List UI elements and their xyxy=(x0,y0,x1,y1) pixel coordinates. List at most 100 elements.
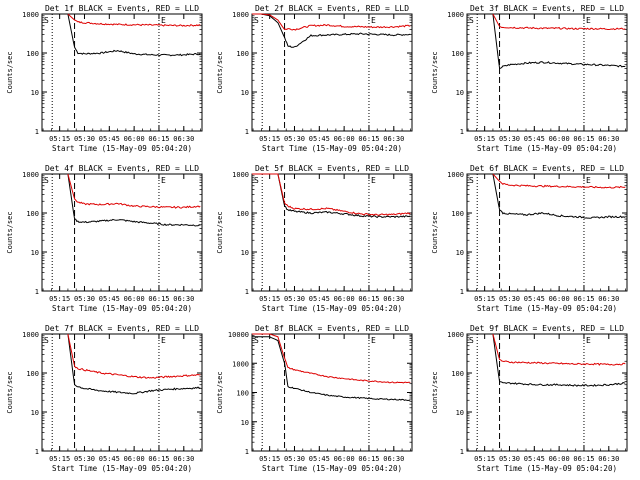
y-tick-label: 1000 xyxy=(22,331,39,339)
y-tick-label: 1 xyxy=(460,128,464,136)
start-corner-label: S xyxy=(44,336,49,345)
x-tick-label: 06:15 xyxy=(148,135,169,143)
x-tick-label: 05:45 xyxy=(524,295,545,303)
y-tick-label: 1 xyxy=(35,448,39,456)
x-tick-label: 06:30 xyxy=(173,295,194,303)
x-tick-label: 05:30 xyxy=(74,135,95,143)
panel-title: Det 6f BLACK = Events, RED = LLD xyxy=(470,164,624,173)
y-tick-label: 1 xyxy=(35,128,39,136)
end-corner-label: E xyxy=(161,176,166,185)
series-line-events xyxy=(492,333,626,387)
y-tick-label: 100 xyxy=(26,210,39,218)
y-tick-label: 10000 xyxy=(228,331,249,339)
y-axis-label: Counts/sec xyxy=(6,51,14,93)
start-corner-label: S xyxy=(469,16,474,25)
series-line-lld xyxy=(492,333,626,366)
y-tick-label: 100 xyxy=(26,370,39,378)
y-axis-label: Counts/sec xyxy=(431,51,439,93)
end-corner-label: E xyxy=(371,336,376,345)
y-axis-label: Counts/sec xyxy=(6,211,14,253)
x-tick-label: 06:00 xyxy=(334,295,355,303)
x-tick-label: 06:00 xyxy=(549,135,570,143)
y-tick-label: 10 xyxy=(241,89,249,97)
y-tick-label: 1 xyxy=(245,448,249,456)
detector-panel-8: Det 8f BLACK = Events, RED = LLD 1 10 100 10… xyxy=(216,324,413,473)
x-tick-label: 05:15 xyxy=(49,455,70,463)
x-tick-label: 06:15 xyxy=(358,455,379,463)
panel-frame xyxy=(41,333,203,452)
x-tick-label: 06:15 xyxy=(148,455,169,463)
y-tick-label: 10 xyxy=(241,249,249,257)
x-tick-label: 05:15 xyxy=(259,455,280,463)
y-tick-label: 1000 xyxy=(447,171,464,179)
panel-title: Det 5f BLACK = Events, RED = LLD xyxy=(255,164,409,173)
x-tick-label: 05:30 xyxy=(499,295,520,303)
x-tick-label: 06:15 xyxy=(573,455,594,463)
series-line-events xyxy=(67,13,201,57)
y-axis-label: Counts/sec xyxy=(6,371,14,413)
end-corner-label: E xyxy=(371,176,376,185)
x-tick-label: 06:00 xyxy=(334,135,355,143)
y-tick-label: 10 xyxy=(456,409,464,417)
detector-panel-3: Det 3f BLACK = Events, RED = LLD 1 10 100 10… xyxy=(431,4,628,153)
x-axis-label: Start Time (15-May-09 05:04:20) xyxy=(477,464,617,473)
detector-panel-6: Det 6f BLACK = Events, RED = LLD 1 10 100 10… xyxy=(431,164,628,313)
y-tick-label: 100 xyxy=(236,50,249,58)
panel-frame xyxy=(251,173,413,292)
y-tick-label: 1000 xyxy=(232,360,249,368)
y-tick-label: 1 xyxy=(460,288,464,296)
x-tick-label: 05:45 xyxy=(99,135,120,143)
x-tick-label: 05:45 xyxy=(524,455,545,463)
x-tick-label: 05:15 xyxy=(474,295,495,303)
y-tick-label: 10 xyxy=(31,89,39,97)
detector-panel-4: Det 4f BLACK = Events, RED = LLD 1 10 100 10… xyxy=(6,164,203,313)
y-axis-label: Counts/sec xyxy=(216,211,224,253)
y-tick-label: 1 xyxy=(35,288,39,296)
y-tick-label: 1000 xyxy=(447,331,464,339)
x-axis-label: Start Time (15-May-09 05:04:20) xyxy=(477,144,617,153)
x-tick-label: 05:30 xyxy=(499,135,520,143)
x-tick-label: 05:30 xyxy=(284,135,305,143)
panel-title: Det 8f BLACK = Events, RED = LLD xyxy=(255,324,409,333)
series-line-lld xyxy=(492,13,626,31)
y-tick-label: 10 xyxy=(456,89,464,97)
panel-title: Det 9f BLACK = Events, RED = LLD xyxy=(470,324,624,333)
series-line-lld xyxy=(67,13,201,27)
x-tick-label: 05:15 xyxy=(49,135,70,143)
y-tick-label: 1000 xyxy=(232,11,249,19)
x-tick-label: 06:30 xyxy=(173,455,194,463)
start-corner-label: S xyxy=(254,336,259,345)
series-line-lld xyxy=(67,333,201,379)
x-axis-label: Start Time (15-May-09 05:04:20) xyxy=(52,304,192,313)
end-corner-label: E xyxy=(586,176,591,185)
x-tick-label: 05:45 xyxy=(309,135,330,143)
panel-frame xyxy=(466,13,628,132)
panel-title: Det 1f BLACK = Events, RED = LLD xyxy=(45,4,199,13)
y-axis-label: Counts/sec xyxy=(216,51,224,93)
x-tick-label: 06:15 xyxy=(148,295,169,303)
panel-frame xyxy=(251,13,413,132)
x-tick-label: 05:15 xyxy=(49,295,70,303)
series-line-events xyxy=(67,333,201,395)
panel-frame xyxy=(41,13,203,132)
panel-frame xyxy=(466,333,628,452)
panel-title: Det 3f BLACK = Events, RED = LLD xyxy=(470,4,624,13)
series-line-events xyxy=(252,336,411,402)
y-tick-label: 1 xyxy=(460,448,464,456)
y-tick-label: 10 xyxy=(31,249,39,257)
y-tick-label: 1 xyxy=(245,288,249,296)
x-tick-label: 05:45 xyxy=(99,295,120,303)
x-tick-label: 06:30 xyxy=(173,135,194,143)
series-line-lld xyxy=(252,173,411,217)
x-tick-label: 06:30 xyxy=(383,455,404,463)
y-tick-label: 1 xyxy=(245,128,249,136)
x-axis-label: Start Time (15-May-09 05:04:20) xyxy=(262,144,402,153)
end-corner-label: E xyxy=(586,16,591,25)
detector-panel-9: Det 9f BLACK = Events, RED = LLD 1 10 100 10… xyxy=(431,324,628,473)
x-tick-label: 05:45 xyxy=(99,455,120,463)
y-tick-label: 100 xyxy=(26,50,39,58)
y-tick-label: 100 xyxy=(451,210,464,218)
series-line-lld xyxy=(252,13,411,31)
y-tick-label: 10 xyxy=(31,409,39,417)
x-tick-label: 06:30 xyxy=(598,295,619,303)
